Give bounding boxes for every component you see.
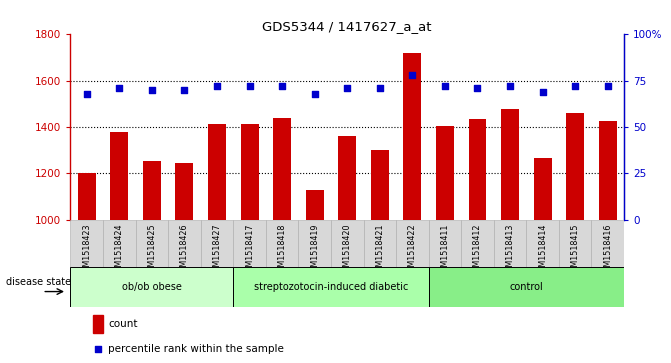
Point xyxy=(407,72,418,78)
Point xyxy=(603,83,613,89)
Title: GDS5344 / 1417627_a_at: GDS5344 / 1417627_a_at xyxy=(262,20,432,33)
Text: control: control xyxy=(509,282,544,292)
Bar xyxy=(526,220,559,267)
Text: GSM1518413: GSM1518413 xyxy=(505,223,515,277)
Bar xyxy=(143,160,161,220)
Text: count: count xyxy=(108,319,138,330)
Bar xyxy=(501,109,519,220)
Point xyxy=(81,91,92,97)
Bar xyxy=(176,163,193,220)
Point xyxy=(211,83,222,89)
Bar xyxy=(103,220,136,267)
Point xyxy=(374,85,385,91)
Point xyxy=(472,85,483,91)
Point xyxy=(309,91,320,97)
Point xyxy=(276,83,287,89)
Bar xyxy=(234,267,429,307)
Point xyxy=(505,83,515,89)
Bar xyxy=(110,132,128,220)
Text: GSM1518416: GSM1518416 xyxy=(603,223,612,277)
Text: ob/ob obese: ob/ob obese xyxy=(122,282,182,292)
Bar xyxy=(396,220,429,267)
Bar xyxy=(70,267,234,307)
Bar xyxy=(299,220,331,267)
Text: GSM1518414: GSM1518414 xyxy=(538,223,547,277)
Bar xyxy=(461,220,494,267)
Point xyxy=(570,83,580,89)
Bar xyxy=(331,220,364,267)
Text: GSM1518417: GSM1518417 xyxy=(245,223,254,277)
Bar xyxy=(208,123,226,220)
Bar xyxy=(306,189,323,220)
Bar xyxy=(338,136,356,220)
Bar xyxy=(566,113,584,220)
Bar xyxy=(429,267,624,307)
Bar xyxy=(429,220,461,267)
Bar xyxy=(136,220,168,267)
Bar xyxy=(241,123,258,220)
Point xyxy=(588,238,599,244)
Bar xyxy=(168,220,201,267)
Bar xyxy=(273,118,291,220)
Text: GSM1518412: GSM1518412 xyxy=(473,223,482,277)
Bar xyxy=(364,220,396,267)
Point xyxy=(342,85,353,91)
Point xyxy=(146,87,157,93)
Point xyxy=(440,83,450,89)
Bar xyxy=(371,150,389,220)
Bar xyxy=(78,173,96,220)
Point xyxy=(244,83,255,89)
Bar xyxy=(533,158,552,220)
Text: GSM1518422: GSM1518422 xyxy=(408,223,417,277)
Bar xyxy=(494,220,526,267)
Point xyxy=(114,85,125,91)
Text: GSM1518424: GSM1518424 xyxy=(115,223,124,277)
Text: percentile rank within the sample: percentile rank within the sample xyxy=(108,344,284,354)
Text: streptozotocin-induced diabetic: streptozotocin-induced diabetic xyxy=(254,282,408,292)
Bar xyxy=(93,315,103,333)
Text: GSM1518426: GSM1518426 xyxy=(180,223,189,277)
Text: GSM1518421: GSM1518421 xyxy=(375,223,384,277)
Text: GSM1518419: GSM1518419 xyxy=(310,223,319,277)
Bar xyxy=(591,220,624,267)
Text: GSM1518420: GSM1518420 xyxy=(343,223,352,277)
Bar xyxy=(559,220,591,267)
Text: GSM1518423: GSM1518423 xyxy=(83,223,91,277)
Bar xyxy=(201,220,234,267)
Text: GSM1518425: GSM1518425 xyxy=(148,223,156,277)
Text: disease state: disease state xyxy=(6,277,71,287)
Bar xyxy=(70,220,103,267)
Point xyxy=(179,87,190,93)
Text: GSM1518418: GSM1518418 xyxy=(278,223,287,277)
Text: GSM1518411: GSM1518411 xyxy=(440,223,450,277)
Bar xyxy=(234,220,266,267)
Point xyxy=(537,89,548,95)
Bar xyxy=(266,220,299,267)
Bar xyxy=(403,53,421,220)
Bar xyxy=(468,119,486,220)
Bar xyxy=(599,121,617,220)
Text: GSM1518427: GSM1518427 xyxy=(213,223,221,277)
Bar xyxy=(436,126,454,220)
Text: GSM1518415: GSM1518415 xyxy=(570,223,580,277)
